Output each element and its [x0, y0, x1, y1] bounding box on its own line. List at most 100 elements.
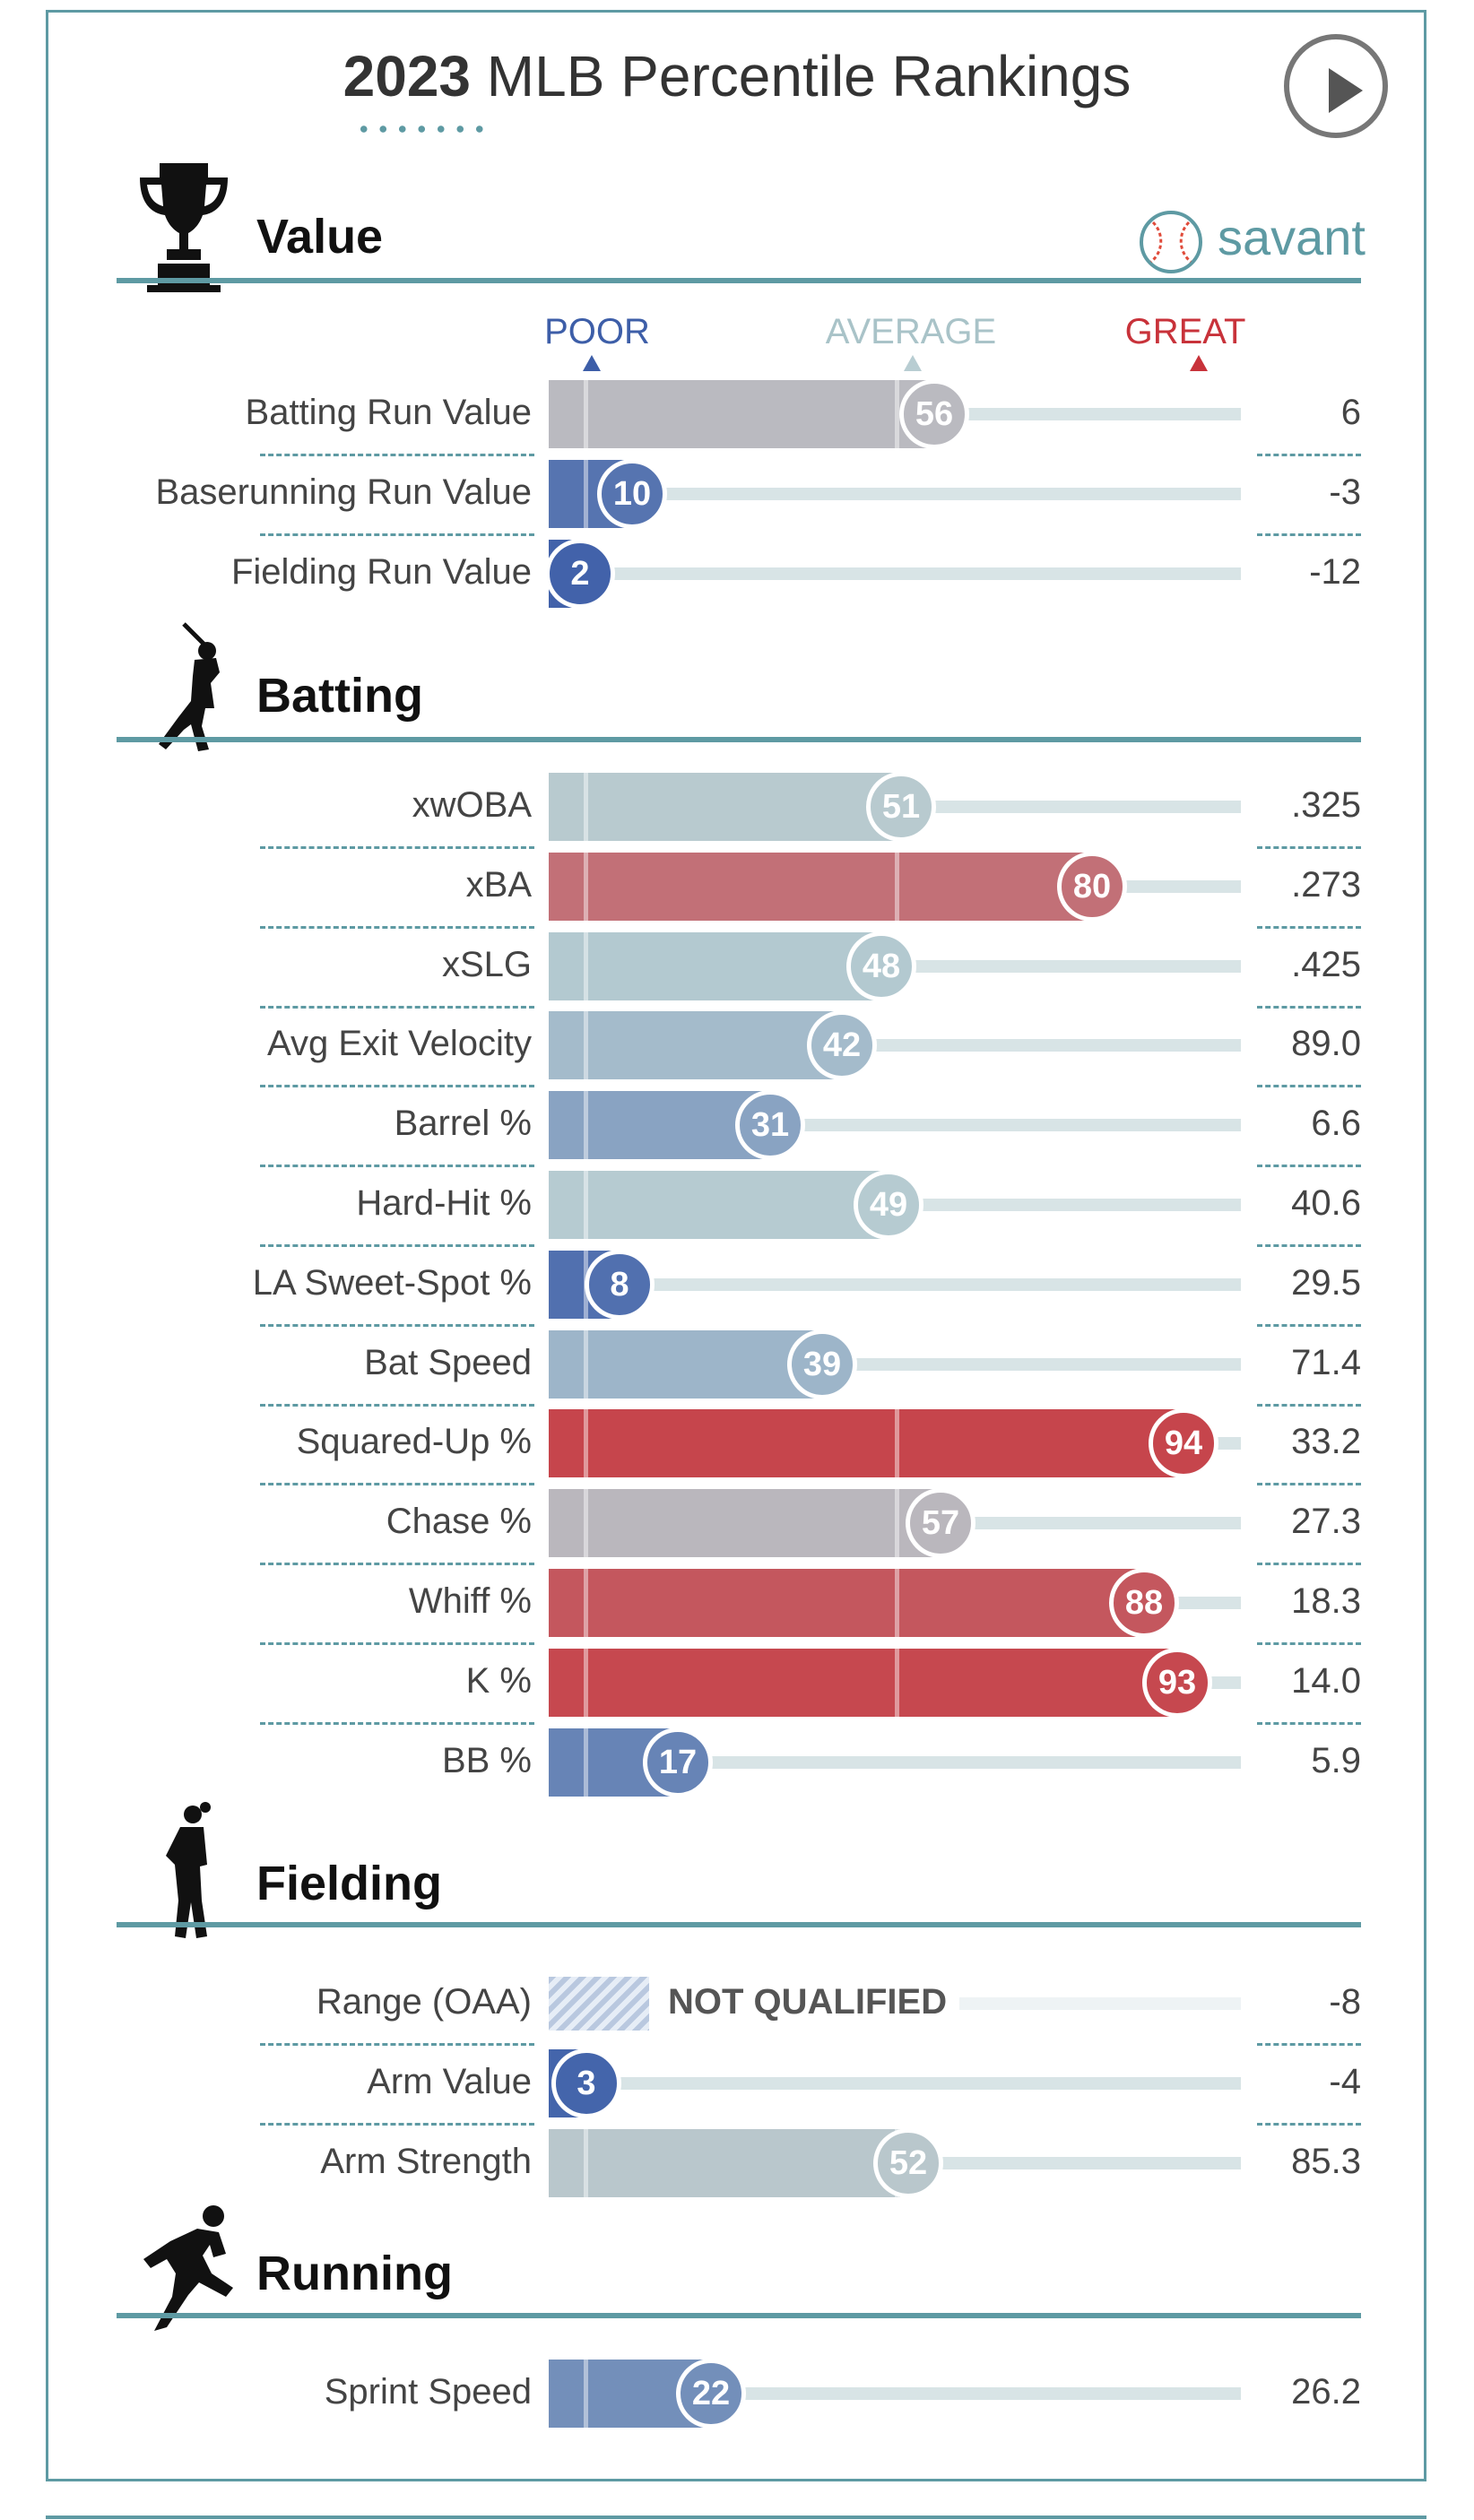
title-year: 2023: [342, 44, 472, 108]
great-marker-icon: [1190, 355, 1208, 371]
percentile-badge: 52: [873, 2128, 943, 2198]
metric-label: Squared-Up %: [296, 1422, 532, 1461]
percentile-badge: 94: [1149, 1408, 1218, 1478]
metric-label: Arm Value: [367, 2062, 532, 2101]
metric-label: K %: [465, 1661, 532, 1701]
bar-tick: [895, 380, 899, 448]
bar-tick: [895, 1489, 899, 1557]
percentile-bar: [549, 1171, 889, 1239]
metric-value: -4: [1329, 2062, 1361, 2101]
percentile-badge: 48: [846, 931, 916, 1001]
percentile-bar: [549, 1649, 1177, 1717]
metric-label: xBA: [465, 865, 532, 905]
row-divider: [1257, 1165, 1361, 1167]
percentile-badge: 10: [597, 459, 667, 529]
bar-tick: [584, 853, 588, 921]
row-divider: [260, 1722, 534, 1725]
play-icon[interactable]: [1284, 34, 1388, 138]
percentile-bar: [549, 1409, 1184, 1477]
percentile-badge: 93: [1142, 1648, 1212, 1718]
percentile-badge: 17: [643, 1728, 713, 1797]
percentile-badge: 31: [735, 1090, 805, 1160]
percentile-badge: 42: [807, 1010, 877, 1080]
savant-brand-text: savant: [1218, 209, 1366, 265]
percentile-bar: [549, 2129, 908, 2197]
metric-value: 26.2: [1291, 2372, 1361, 2412]
percentile-bar: [549, 773, 902, 841]
runner-icon: [143, 2205, 233, 2331]
section-rule-value: [117, 278, 1361, 283]
row-divider: [260, 2123, 534, 2126]
percentile-badge: 80: [1057, 852, 1127, 922]
bar-tick: [584, 773, 588, 841]
row-divider: [260, 1006, 534, 1009]
metric-value: 5.9: [1311, 1741, 1361, 1780]
trophy-icon: [140, 163, 228, 292]
section-title-batting: Batting: [256, 669, 423, 723]
row-divider: [260, 1085, 534, 1087]
metric-label: Bat Speed: [364, 1343, 532, 1382]
metric-value: 29.5: [1291, 1263, 1361, 1303]
metric-label: Chase %: [386, 1502, 532, 1541]
percentile-badge: 39: [787, 1329, 857, 1399]
bar-tick: [584, 2129, 588, 2197]
percentile-track: [549, 567, 1241, 580]
bar-tick: [895, 1569, 899, 1637]
bar-tick: [584, 1489, 588, 1557]
row-divider: [1257, 1642, 1361, 1645]
row-divider: [260, 926, 534, 929]
bar-tick: [895, 1649, 899, 1717]
percentile-bar: [549, 1330, 823, 1399]
metric-label: Range (OAA): [316, 1982, 532, 2022]
row-divider: [260, 846, 534, 849]
row-divider: [1257, 2123, 1361, 2126]
section-rule-running: [117, 2313, 1361, 2318]
metric-label: Avg Exit Velocity: [267, 1024, 532, 1063]
metric-value: .325: [1291, 785, 1361, 825]
row-divider: [1257, 1404, 1361, 1407]
metric-value: -3: [1329, 472, 1361, 512]
row-divider: [1257, 1324, 1361, 1327]
batter-icon: [159, 622, 220, 751]
percentile-bar: [549, 1569, 1145, 1637]
row-divider: [260, 2043, 534, 2046]
metric-label: Batting Run Value: [245, 393, 532, 432]
row-divider: [1257, 1563, 1361, 1565]
row-divider: [260, 1404, 534, 1407]
row-divider: [260, 1563, 534, 1565]
percentile-bar: [549, 1489, 941, 1557]
metric-value: 6.6: [1311, 1104, 1361, 1143]
percentile-badge: 8: [585, 1250, 655, 1320]
not-qualified-label: NOT QUALIFIED: [668, 1982, 960, 2022]
percentile-track: [549, 2077, 1241, 2090]
row-divider: [260, 1483, 534, 1485]
metric-label: LA Sweet-Spot %: [252, 1263, 532, 1303]
metric-value: .425: [1291, 945, 1361, 984]
page-title: 2023 MLB Percentile Rankings: [0, 43, 1474, 109]
fielder-icon: [166, 1802, 211, 1938]
metric-value: 6: [1340, 393, 1361, 432]
row-divider: [1257, 1722, 1361, 1725]
scale-great-label: GREAT: [1124, 312, 1246, 351]
title-underline-dots: [354, 126, 489, 133]
metric-label: xSLG: [441, 945, 532, 984]
metric-label: Hard-Hit %: [356, 1183, 532, 1223]
percentile-bar: [549, 932, 882, 1000]
chart-card: [46, 10, 1426, 2481]
metric-value: -12: [1309, 552, 1361, 592]
row-divider: [1257, 533, 1361, 536]
percentile-badge: 56: [899, 379, 969, 449]
percentile-badge: 57: [906, 1488, 975, 1558]
percentile-badge: 22: [676, 2359, 746, 2429]
metric-value: 27.3: [1291, 1502, 1361, 1541]
percentile-track: [549, 1756, 1241, 1769]
metric-value: -8: [1329, 1982, 1361, 2022]
metric-label: xwOBA: [412, 785, 532, 825]
row-divider: [1257, 846, 1361, 849]
section-title-running: Running: [256, 2247, 453, 2300]
bar-tick: [584, 2360, 588, 2428]
percentile-bar: [549, 853, 1092, 921]
row-divider: [260, 533, 534, 536]
percentile-badge: 3: [551, 2048, 621, 2118]
percentile-track: [549, 1278, 1241, 1291]
